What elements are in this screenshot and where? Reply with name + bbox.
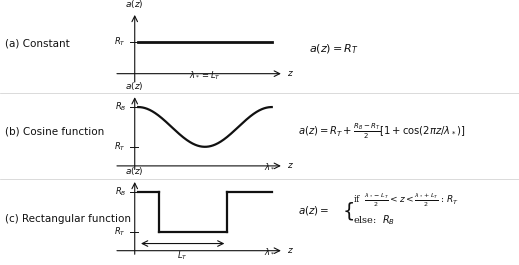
Text: $z$: $z$: [287, 246, 294, 255]
Text: $\{$: $\{$: [342, 200, 353, 222]
Text: $R_B$: $R_B$: [115, 186, 126, 198]
Text: if  $\frac{\lambda_* - L_T}{2} < z < \frac{\lambda_* + L_T}{2}$ : $R_T$: if $\frac{\lambda_* - L_T}{2} < z < \fra…: [353, 191, 459, 209]
Text: $R_T$: $R_T$: [114, 225, 126, 238]
Text: $z$: $z$: [287, 161, 294, 170]
Text: $\lambda_*$: $\lambda_*$: [264, 247, 276, 256]
Text: $z$: $z$: [287, 69, 294, 78]
Text: $R_B$: $R_B$: [115, 101, 126, 113]
Text: $R_T$: $R_T$: [114, 36, 126, 48]
Text: (c) Rectangular function: (c) Rectangular function: [5, 214, 131, 224]
Text: $a(z)$: $a(z)$: [126, 165, 144, 177]
Text: $\lambda_* = L_T$: $\lambda_* = L_T$: [189, 69, 221, 82]
Text: $\lambda_*$: $\lambda_*$: [264, 162, 276, 171]
Text: $a(z) = R_T$: $a(z) = R_T$: [309, 42, 359, 56]
Text: else:  $R_B$: else: $R_B$: [353, 214, 395, 227]
Text: $a(z) =$: $a(z) =$: [298, 204, 330, 217]
Text: (b) Cosine function: (b) Cosine function: [5, 126, 104, 136]
Text: $R_T$: $R_T$: [114, 140, 126, 153]
Text: $a(z)$: $a(z)$: [126, 80, 144, 92]
Text: $a(z)$: $a(z)$: [126, 0, 144, 10]
Text: $L_T$: $L_T$: [177, 250, 188, 262]
Text: $a(z) = R_T + \frac{R_B - R_T}{2}[1 + \cos(2\pi z / \lambda_*)]$: $a(z) = R_T + \frac{R_B - R_T}{2}[1 + \c…: [298, 121, 466, 141]
Text: (a) Constant: (a) Constant: [5, 39, 70, 49]
